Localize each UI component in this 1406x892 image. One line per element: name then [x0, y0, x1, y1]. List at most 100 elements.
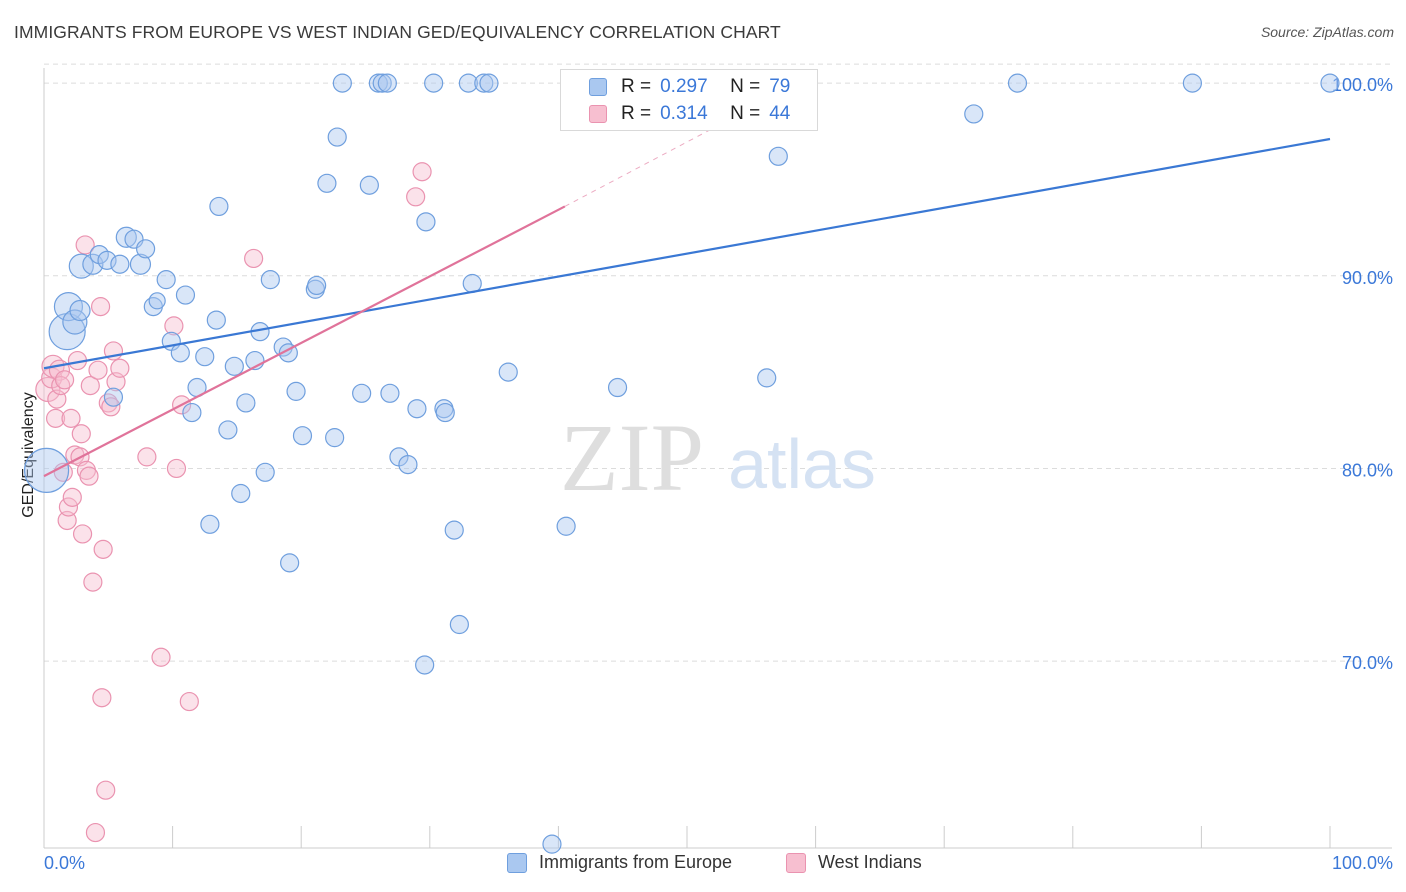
- axes: [43, 68, 1392, 849]
- data-point-west-indians: [90, 297, 111, 317]
- data-point-europe: [458, 73, 478, 93]
- data-point-west-indians: [92, 688, 112, 708]
- data-point-europe: [175, 285, 196, 305]
- y-tick-label: 80.0%: [1342, 460, 1393, 480]
- data-point-europe: [255, 462, 275, 482]
- data-point-europe: [474, 73, 494, 93]
- watermark-atlas: atlas: [728, 425, 876, 503]
- data-point-europe: [97, 250, 117, 270]
- data-point-europe: [53, 292, 84, 322]
- data-point-west-indians: [151, 647, 171, 667]
- data-point-europe: [286, 381, 306, 401]
- trend-line-west-indians: [43, 205, 566, 478]
- data-point-west-indians: [75, 235, 95, 255]
- legend-r-value: 0.314: [660, 103, 708, 124]
- data-point-europe: [206, 310, 226, 330]
- data-point-west-indians: [62, 487, 82, 507]
- legend-row-west-indians: R = 0.314 N = 44: [561, 101, 790, 127]
- source-label: Source: ZipAtlas.com: [1260, 24, 1394, 40]
- series-west-indians: [35, 162, 432, 843]
- data-point-europe: [1007, 73, 1028, 93]
- data-point-europe: [398, 454, 418, 475]
- legend-n-label: N =: [730, 76, 761, 97]
- data-point-europe: [317, 173, 337, 193]
- data-point-west-indians: [93, 539, 113, 559]
- legend-n-label: N =: [730, 103, 761, 124]
- legend-r-value: 0.297: [660, 76, 708, 97]
- data-point-europe: [148, 292, 166, 310]
- data-point-europe: [449, 614, 469, 635]
- y-tick-label: 90.0%: [1342, 268, 1393, 288]
- data-point-europe: [416, 212, 436, 232]
- data-point-west-indians: [85, 822, 106, 843]
- data-point-europe: [209, 196, 229, 217]
- y-tick-label: 100.0%: [1332, 75, 1393, 95]
- data-point-europe: [224, 356, 244, 376]
- data-point-europe: [260, 270, 280, 290]
- data-point-europe: [757, 368, 777, 388]
- legend-n-value: 44: [769, 103, 791, 124]
- data-point-west-indians: [45, 408, 66, 428]
- data-point-europe: [407, 399, 427, 419]
- data-point-west-indians: [166, 458, 187, 479]
- data-point-west-indians: [96, 780, 116, 800]
- x-tick-label-max: 100.0%: [1332, 853, 1393, 873]
- data-point-europe: [307, 275, 327, 296]
- data-point-europe: [236, 393, 256, 413]
- data-point-europe: [156, 270, 176, 290]
- data-point-west-indians: [61, 408, 81, 428]
- legend-swatch-blue: [589, 78, 607, 96]
- tick-labels: 70.0% 80.0% 90.0% 100.0% 0.0% 100.0%: [44, 75, 1393, 873]
- data-point-europe: [292, 426, 313, 446]
- data-point-europe: [129, 253, 152, 275]
- data-point-west-indians: [83, 572, 103, 592]
- data-point-europe: [327, 127, 347, 147]
- trend-line-europe: [43, 137, 1331, 370]
- y-tick-label: 70.0%: [1342, 653, 1393, 673]
- data-point-europe: [768, 146, 788, 166]
- legend-r-label: R =: [621, 76, 652, 97]
- data-point-europe: [479, 73, 499, 93]
- legend-item-europe[interactable]: Immigrants from Europe: [507, 852, 732, 873]
- legend-swatch-pink: [589, 105, 607, 123]
- data-point-europe: [435, 402, 455, 423]
- data-point-europe: [607, 377, 628, 398]
- data-point-europe: [444, 520, 464, 540]
- data-point-europe: [103, 387, 124, 407]
- data-point-europe: [556, 516, 576, 536]
- data-point-europe: [182, 402, 202, 423]
- data-point-europe: [115, 226, 137, 248]
- data-point-europe: [110, 254, 130, 274]
- data-point-europe: [195, 347, 215, 367]
- data-point-europe: [415, 655, 435, 675]
- chart-title: IMMIGRANTS FROM EUROPE VS WEST INDIAN GE…: [14, 22, 781, 42]
- series-legend: Immigrants from Europe West Indians: [0, 852, 1406, 878]
- data-point-west-indians: [164, 316, 184, 336]
- data-point-west-indians: [244, 248, 264, 269]
- legend-swatch-blue: [507, 852, 527, 873]
- data-point-europe: [964, 104, 984, 124]
- legend-row-europe: R = 0.297 N = 79: [561, 74, 790, 100]
- watermark: ZIP atlas: [560, 404, 876, 511]
- data-point-europe: [89, 244, 109, 265]
- data-point-europe: [542, 834, 562, 854]
- legend-swatch-pink: [786, 852, 806, 873]
- data-point-europe: [280, 553, 300, 573]
- watermark-zip: ZIP: [560, 404, 704, 511]
- legend-label-west-indians: West Indians: [818, 852, 922, 872]
- data-point-west-indians: [79, 466, 99, 486]
- legend-label-europe: Immigrants from Europe: [539, 852, 733, 872]
- data-point-west-indians: [406, 187, 426, 207]
- data-point-europe: [380, 383, 400, 403]
- data-point-west-indians: [58, 497, 79, 517]
- data-point-europe: [352, 383, 372, 403]
- data-point-west-indians: [110, 358, 130, 378]
- trend-line-west-indians-extension: [564, 121, 726, 207]
- data-point-europe: [372, 73, 392, 93]
- data-point-west-indians: [54, 370, 75, 390]
- legend-item-west-indians[interactable]: West Indians: [786, 852, 922, 873]
- data-point-west-indians: [179, 691, 199, 712]
- data-point-europe: [62, 309, 88, 335]
- data-point-europe: [69, 299, 91, 322]
